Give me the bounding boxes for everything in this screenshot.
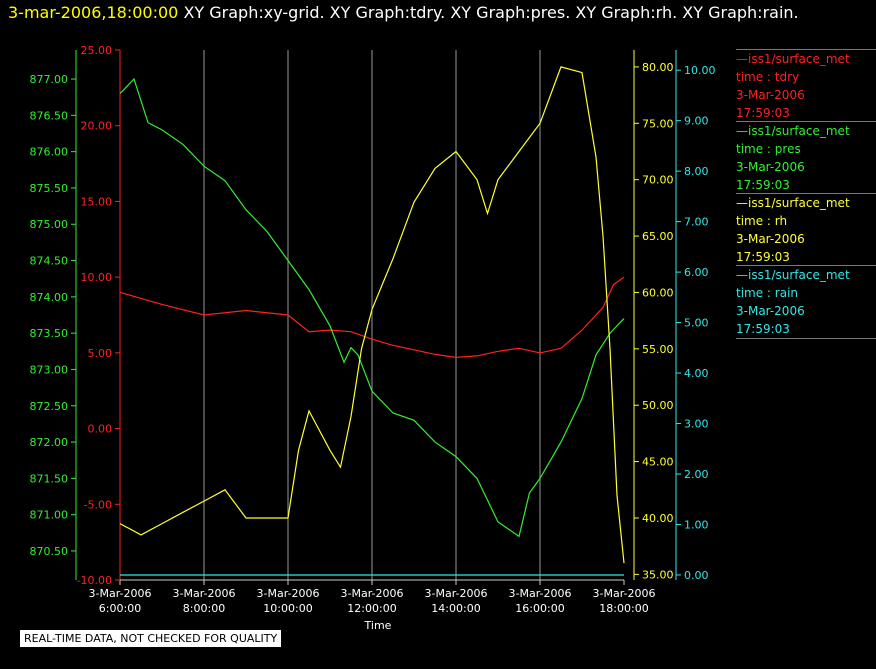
rh-y-tick-label: 40.00 [642,512,674,525]
legend-date-label: 3-Mar-2006 [736,88,805,102]
legend-date-label: 3-Mar-2006 [736,232,805,246]
legend-time-label: 17:59:03 [736,250,790,264]
pres-y-tick-label: 876.50 [30,109,69,122]
pres-y-tick-label: 873.50 [30,327,69,340]
x-tick-label-date: 3-Mar-2006 [341,587,404,600]
header-title-rh: XY Graph:rh. [575,3,678,22]
rain-y-tick-label: 9.00 [684,115,709,128]
rain-y-tick-label: 6.00 [684,266,709,279]
legend-time-label: 17:59:03 [736,178,790,192]
rain-y-tick-label: 0.00 [684,569,709,582]
x-tick-label-time: 8:00:00 [183,602,225,615]
legend-field-label: time : pres [736,142,801,156]
pres-y-tick-label: 874.00 [30,291,69,304]
x-axis-label: Time [364,619,392,632]
x-tick-label-date: 3-Mar-2006 [509,587,572,600]
pres-y-tick-label: 872.00 [30,436,69,449]
pres-y-tick-label: 871.00 [30,509,69,522]
legend-date-label: 3-Mar-2006 [736,160,805,174]
legend-line-label: —iss1/surface_met [736,268,850,282]
pres-y-tick-label: 870.50 [30,545,69,558]
rain-y-tick-label: 4.00 [684,367,709,380]
header-title-tdry: XY Graph:tdry. [329,3,446,22]
legend-line-label: —iss1/surface_met [736,124,850,138]
rain-y-tick-label: 1.00 [684,518,709,531]
tdry-y-tick-label: 10.00 [81,271,113,284]
x-tick-label-time: 18:00:00 [599,602,648,615]
legend-entry-pres: —iss1/surface_met time : pres 3-Mar-2006… [736,121,876,194]
rh-y-tick-label: 80.00 [642,61,674,74]
x-tick-label-time: 12:00:00 [347,602,396,615]
legend-line-label: —iss1/surface_met [736,52,850,66]
legend-entry-rain: —iss1/surface_met time : rain 3-Mar-2006… [736,265,876,339]
pres-series-line [119,77,625,538]
x-tick-label-date: 3-Mar-2006 [593,587,656,600]
rh-y-tick-label: 55.00 [642,343,674,356]
legend-line-label: —iss1/surface_met [736,196,850,210]
header-title-xy-grid: XY Graph:xy-grid. [183,3,325,22]
rain-y-tick-label: 7.00 [684,216,709,229]
tdry-y-tick-label: 0.00 [88,423,113,436]
tdry-y-tick-label: 5.00 [88,347,113,360]
x-tick-label-time: 14:00:00 [431,602,480,615]
legend-time-label: 17:59:03 [736,322,790,336]
x-tick-label-date: 3-Mar-2006 [425,587,488,600]
rain-y-tick-label: 2.00 [684,468,709,481]
rh-y-tick-label: 60.00 [642,286,674,299]
legend-entry-tdry: —iss1/surface_met time : tdry 3-Mar-2006… [736,49,876,122]
header-title-rain: XY Graph:rain. [682,3,799,22]
tdry-y-tick-label: 20.00 [81,120,113,133]
data-quality-notice: REAL-TIME DATA, NOT CHECKED FOR QUALITY [20,630,282,647]
rh-y-tick-label: 75.00 [642,117,674,130]
legend-field-label: time : rain [736,286,799,300]
x-tick-label-time: 16:00:00 [515,602,564,615]
x-tick-label-date: 3-Mar-2006 [173,587,236,600]
legend-time-label: 17:59:03 [736,106,790,120]
rh-series-line [119,66,625,564]
pres-y-tick-label: 874.50 [30,255,69,268]
rain-y-tick-label: 3.00 [684,418,709,431]
graph-header: 3-mar-2006,18:00:00 XY Graph:xy-grid. XY… [8,3,799,22]
legend-date-label: 3-Mar-2006 [736,304,805,318]
header-title-pres: XY Graph:pres. [450,3,571,22]
tdry-y-tick-label: 15.00 [81,195,113,208]
x-tick-label-date: 3-Mar-2006 [257,587,320,600]
x-tick-label-time: 10:00:00 [263,602,312,615]
rh-y-tick-label: 65.00 [642,230,674,243]
header-timestamp: 3-mar-2006,18:00:00 [8,3,179,22]
legend-field-label: time : rh [736,214,788,228]
rh-y-tick-label: 50.00 [642,399,674,412]
pres-y-tick-label: 877.00 [30,73,69,86]
rain-y-tick-label: 10.00 [684,64,716,77]
legend-entry-rh: —iss1/surface_met time : rh 3-Mar-2006 1… [736,193,876,266]
tdry-y-tick-label: -10.00 [77,574,112,587]
rh-y-tick-label: 45.00 [642,456,674,469]
tdry-y-tick-label: -5.00 [84,498,112,511]
x-tick-label-time: 6:00:00 [99,602,141,615]
rh-y-tick-label: 70.00 [642,174,674,187]
rain-y-tick-label: 5.00 [684,317,709,330]
tdry-series-line [119,276,625,359]
pres-y-tick-label: 875.50 [30,182,69,195]
pres-y-tick-label: 873.00 [30,363,69,376]
pres-y-tick-label: 875.00 [30,218,69,231]
x-tick-label-date: 3-Mar-2006 [89,587,152,600]
tdry-y-tick-label: 25.00 [81,44,113,57]
legend-field-label: time : tdry [736,70,800,84]
pres-y-tick-label: 876.00 [30,146,69,159]
pres-y-tick-label: 872.50 [30,400,69,413]
rain-y-tick-label: 8.00 [684,165,709,178]
rh-y-tick-label: 35.00 [642,568,674,581]
pres-y-tick-label: 871.50 [30,472,69,485]
